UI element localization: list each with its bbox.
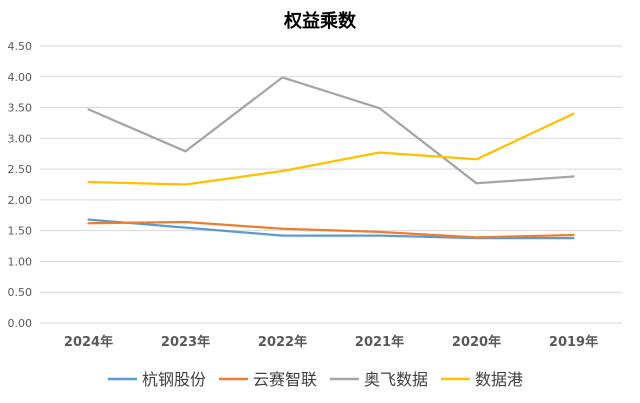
y-tick-label: 2.00 — [8, 194, 33, 207]
y-tick-label: 4.50 — [8, 40, 33, 53]
y-axis-ticks: 0.00 0.50 1.00 1.50 2.00 2.50 3.00 3.50 4.00 4.50 — [8, 40, 33, 330]
x-tick-label: 2020年 — [452, 334, 501, 350]
legend-label: 云赛智联 — [253, 370, 317, 389]
y-tick-label: 3.00 — [8, 132, 33, 145]
y-tick-label: 0.50 — [8, 286, 33, 299]
y-tick-label: 0.00 — [8, 317, 33, 330]
series-line-2 — [87, 220, 575, 239]
series-line-3 — [87, 76, 575, 185]
legend: 杭钢股份 云赛智联 奥飞数据 数据港 — [108, 370, 523, 389]
y-tick-label: 3.50 — [8, 102, 33, 115]
y-tick-label: 1.00 — [8, 255, 33, 268]
x-axis-ticks: 2024年 2023年 2022年 2021年 2020年 2019年 — [64, 334, 598, 350]
series-line-4 — [87, 112, 575, 186]
x-tick-label: 2024年 — [64, 334, 113, 350]
series-lines — [87, 76, 575, 240]
y-tick-label: 4.00 — [8, 71, 33, 84]
y-tick-label: 2.50 — [8, 163, 33, 176]
x-tick-label: 2023年 — [161, 334, 210, 350]
x-tick-label: 2021年 — [355, 334, 404, 350]
x-tick-label: 2022年 — [258, 334, 307, 350]
legend-label: 奥飞数据 — [364, 370, 428, 389]
legend-label: 杭钢股份 — [142, 370, 206, 389]
y-tick-label: 1.50 — [8, 225, 33, 238]
x-tick-label: 2019年 — [549, 334, 598, 350]
gridlines — [40, 45, 622, 324]
legend-label: 数据港 — [475, 370, 523, 389]
chart-title: 权益乘数 — [283, 10, 357, 32]
